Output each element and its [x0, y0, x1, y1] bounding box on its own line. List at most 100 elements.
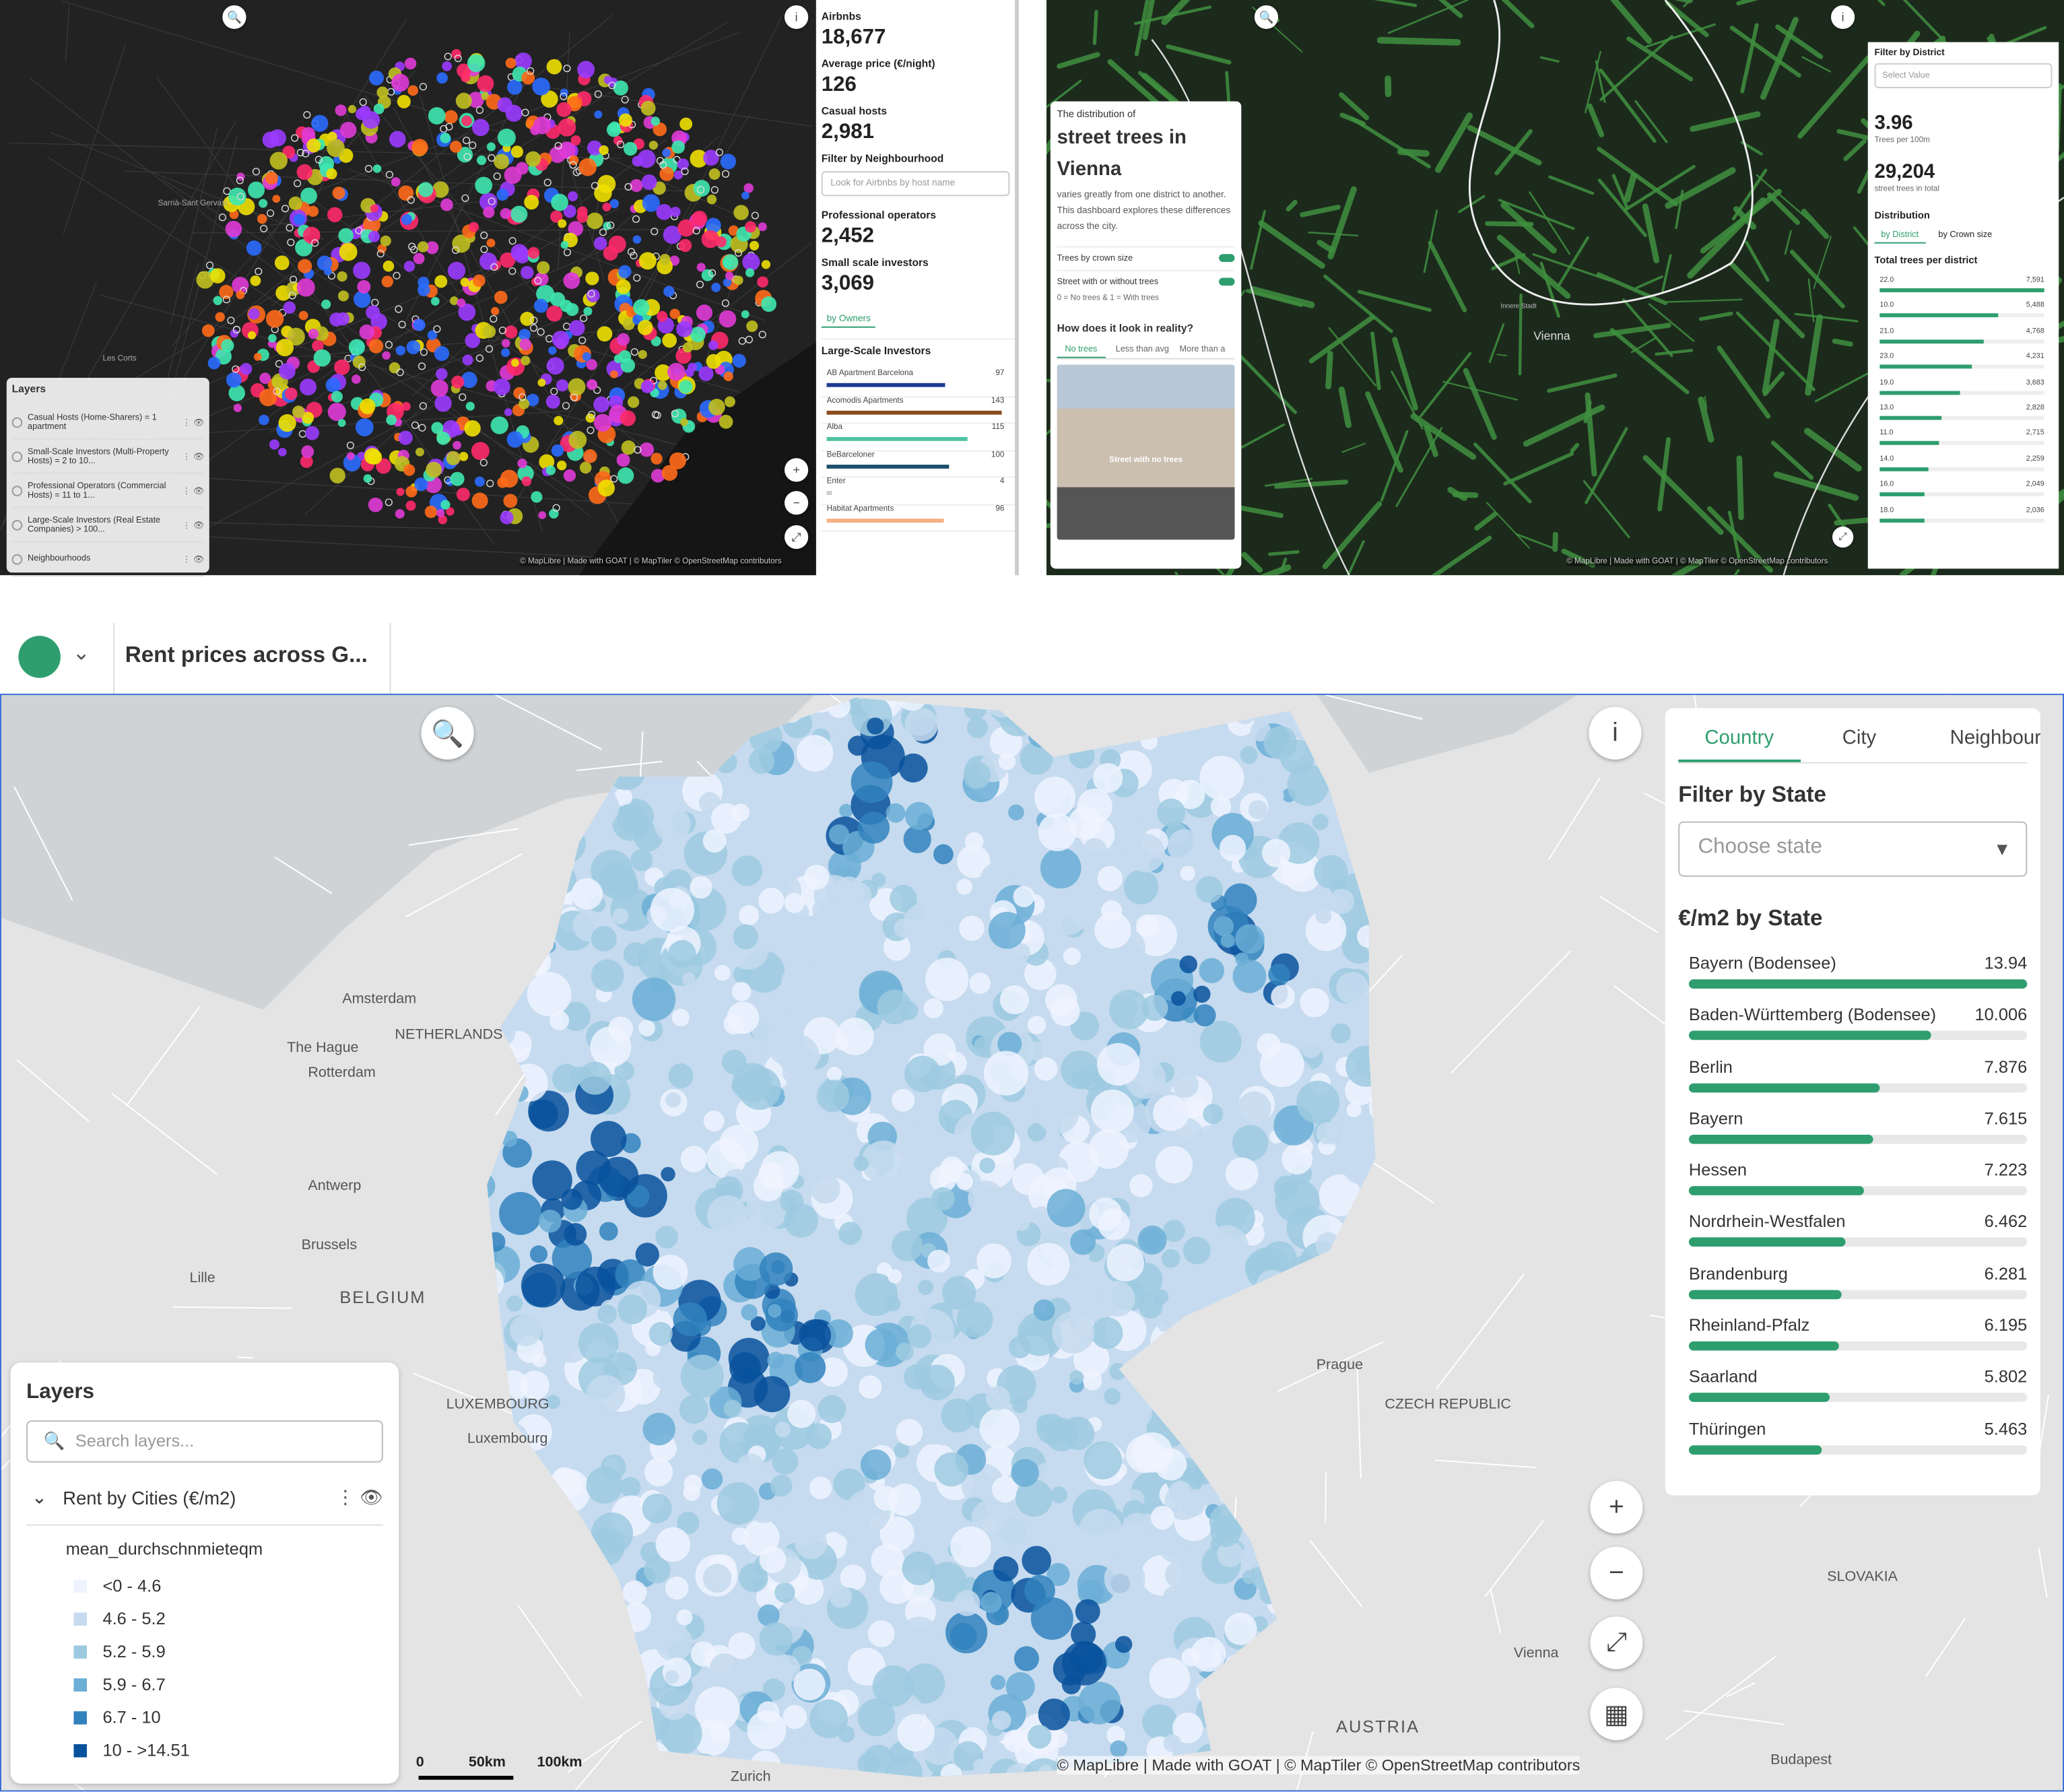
tree-street: [1770, 440, 1814, 480]
listing-dot: [453, 440, 461, 450]
search-button[interactable]: 🔍: [1254, 5, 1279, 30]
search-button[interactable]: 🔍: [222, 5, 246, 30]
info-button[interactable]: i: [1589, 706, 1642, 760]
search-button[interactable]: 🔍: [421, 706, 474, 760]
border: [13, 786, 73, 901]
district: [942, 1275, 976, 1310]
fullscreen[interactable]: ⤢: [785, 525, 809, 550]
tab[interactable]: by Owners: [821, 312, 876, 328]
district: [607, 870, 638, 901]
listing-dot: [556, 460, 567, 471]
listing-dot: [732, 354, 746, 368]
info-button[interactable]: i: [785, 5, 809, 30]
listing-dot: [638, 252, 657, 270]
listing-dot: [500, 207, 511, 220]
district: [795, 1352, 826, 1383]
listing-dot: [338, 290, 349, 302]
tree-street: [1789, 249, 1845, 309]
listing-dot: [469, 141, 477, 150]
layer-toggle: [11, 416, 23, 428]
tree-street: [1486, 502, 1530, 549]
bar-value: 10.006: [1974, 1005, 2028, 1025]
tree-street: [1467, 125, 1542, 166]
fullscreen[interactable]: ⤢: [1832, 526, 1854, 548]
tab[interactable]: by District: [1874, 228, 1925, 244]
listing-dot: [236, 290, 245, 300]
tree-street: [1523, 404, 1605, 447]
district: [824, 1319, 853, 1348]
listing-dot: [434, 395, 452, 412]
basemap[interactable]: ▦: [1590, 1687, 1643, 1741]
district: [772, 1448, 799, 1475]
district: [851, 761, 893, 803]
district: [978, 939, 1021, 982]
layer-search[interactable]: 🔍 Search layers...: [26, 1420, 383, 1463]
bar-value: 2,259: [2026, 455, 2044, 463]
zoom-in[interactable]: +: [785, 458, 809, 482]
district: [1020, 741, 1053, 775]
district: [1075, 1599, 1100, 1624]
tab[interactable]: City: [1842, 727, 1877, 750]
district: [904, 1055, 941, 1093]
zoom-out[interactable]: −: [1590, 1546, 1643, 1599]
district: [888, 1269, 902, 1284]
tree-street: [1599, 35, 1673, 101]
tab[interactable]: Neighbourho: [1950, 727, 2040, 750]
listing-dot: [196, 271, 214, 289]
bar-value: 2,049: [2026, 480, 2044, 489]
zoom-out[interactable]: −: [785, 491, 809, 515]
tab[interactable]: No trees: [1057, 342, 1106, 358]
listing-dot: [545, 465, 556, 475]
tab[interactable]: Country: [1678, 724, 1801, 762]
district: [1232, 959, 1267, 993]
zoom-in[interactable]: +: [1590, 1481, 1643, 1534]
listing-dot: [498, 326, 506, 335]
tree-street: [1463, 368, 1497, 440]
legend-row: 5.2 - 5.9: [73, 1635, 382, 1668]
listing-dot: [521, 356, 531, 366]
tab[interactable]: Less than avg: [1115, 345, 1169, 354]
bar-name: Berlin: [1688, 1056, 1733, 1077]
listing-dot: [407, 85, 419, 96]
district: [564, 1223, 587, 1246]
listing-dot: [533, 116, 552, 135]
bar-value: 97: [995, 370, 1005, 378]
menu-chevron[interactable]: ⌄: [72, 642, 90, 665]
listing-dot: [615, 279, 631, 294]
district: [642, 1412, 675, 1446]
layers-title: Layers: [26, 1381, 94, 1403]
filter-select[interactable]: Choose state ▾: [1678, 821, 2028, 877]
filter-select[interactable]: Select Value: [1874, 63, 2053, 88]
listing-dot: [372, 164, 382, 173]
district: [737, 1067, 781, 1110]
district: [1314, 855, 1348, 889]
listing-dot: [446, 451, 461, 465]
district: [979, 1407, 1020, 1449]
layer-toggle[interactable]: [1219, 277, 1235, 286]
layer-toggle[interactable]: [1219, 254, 1235, 262]
listing-dot: [708, 399, 725, 416]
listing-dot: [296, 164, 313, 180]
bar-row: 14.0 2,259: [1875, 455, 2053, 481]
district: [1262, 838, 1291, 867]
tree-street: [1610, 0, 1653, 44]
layer-actions[interactable]: ⋮ 👁: [336, 1486, 383, 1508]
district: [1005, 1672, 1035, 1702]
collapse-icon[interactable]: ⌄: [31, 1486, 47, 1508]
tree-street: [1797, 55, 1871, 139]
bar-name: Thüringen: [1688, 1418, 1766, 1438]
listing-dot: [417, 241, 429, 253]
bar-name: Bayern: [1688, 1108, 1743, 1128]
district: [731, 982, 752, 1001]
fullscreen[interactable]: ⤢: [1590, 1616, 1643, 1669]
info-button[interactable]: i: [1831, 5, 1855, 30]
tab[interactable]: More than a: [1179, 345, 1226, 354]
district: [1345, 1045, 1376, 1087]
bar-track: [1879, 441, 2044, 446]
filter-select[interactable]: Look for Airbnbs by host name: [821, 171, 1010, 197]
tab[interactable]: by Crown size: [1938, 230, 1993, 240]
listing-dot: [530, 317, 538, 325]
listing-dot: [741, 310, 750, 319]
district: [1164, 1560, 1193, 1589]
